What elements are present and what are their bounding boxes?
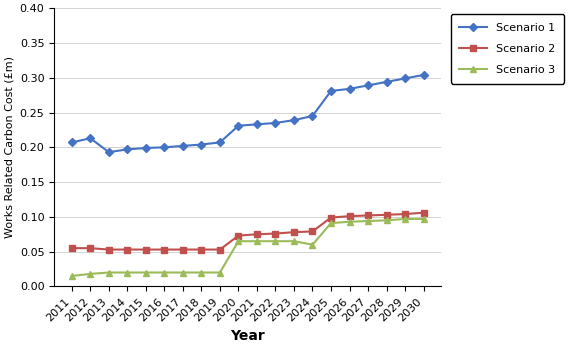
Scenario 1 (142, 146, 149, 150)
Scenario 2 (235, 234, 242, 238)
Line: Scenario 1: Scenario 1 (69, 72, 426, 155)
Scenario 3 (365, 219, 372, 223)
Scenario 2 (420, 211, 427, 215)
Scenario 1 (383, 80, 390, 84)
Scenario 1 (216, 140, 223, 144)
Scenario 2 (87, 246, 94, 250)
Scenario 2 (68, 246, 75, 250)
Scenario 3 (142, 270, 149, 274)
Scenario 2 (179, 247, 186, 252)
Scenario 3 (124, 270, 131, 274)
Scenario 3 (179, 270, 186, 274)
Scenario 3 (420, 217, 427, 221)
Scenario 3 (254, 239, 261, 243)
Scenario 1 (254, 122, 261, 126)
Scenario 1 (179, 144, 186, 148)
Scenario 3 (68, 274, 75, 278)
Scenario 1 (309, 114, 316, 118)
Scenario 2 (161, 247, 168, 252)
Scenario 2 (254, 232, 261, 236)
Scenario 2 (328, 215, 335, 220)
Y-axis label: Works Related Carbon Cost (£m): Works Related Carbon Cost (£m) (4, 56, 14, 238)
Scenario 2 (142, 247, 149, 252)
Scenario 1 (291, 118, 298, 122)
Scenario 2 (198, 247, 205, 252)
Scenario 3 (402, 217, 409, 221)
Scenario 1 (272, 121, 279, 125)
X-axis label: Year: Year (230, 329, 265, 343)
Scenario 2 (346, 214, 353, 218)
Scenario 2 (272, 231, 279, 236)
Scenario 3 (383, 218, 390, 222)
Scenario 3 (235, 239, 242, 243)
Scenario 2 (291, 230, 298, 234)
Scenario 2 (216, 247, 223, 252)
Scenario 3 (309, 243, 316, 247)
Scenario 3 (328, 221, 335, 225)
Scenario 3 (198, 270, 205, 274)
Scenario 3 (291, 239, 298, 243)
Scenario 1 (235, 124, 242, 128)
Scenario 1 (87, 136, 94, 140)
Legend: Scenario 1, Scenario 2, Scenario 3: Scenario 1, Scenario 2, Scenario 3 (451, 14, 564, 84)
Scenario 1 (105, 150, 112, 154)
Scenario 1 (328, 89, 335, 93)
Scenario 2 (365, 213, 372, 218)
Line: Scenario 3: Scenario 3 (69, 216, 426, 279)
Scenario 3 (272, 239, 279, 243)
Scenario 3 (87, 272, 94, 276)
Scenario 2 (105, 247, 112, 252)
Scenario 1 (346, 87, 353, 91)
Scenario 2 (309, 229, 316, 234)
Scenario 1 (124, 147, 131, 151)
Scenario 3 (161, 270, 168, 274)
Scenario 1 (365, 83, 372, 87)
Scenario 1 (198, 142, 205, 146)
Scenario 3 (216, 270, 223, 274)
Scenario 1 (68, 140, 75, 144)
Scenario 1 (161, 145, 168, 149)
Scenario 3 (105, 270, 112, 274)
Scenario 2 (402, 212, 409, 216)
Scenario 3 (346, 220, 353, 224)
Scenario 2 (383, 213, 390, 217)
Scenario 2 (124, 247, 131, 252)
Scenario 1 (402, 76, 409, 81)
Line: Scenario 2: Scenario 2 (69, 210, 426, 252)
Scenario 1 (420, 73, 427, 77)
